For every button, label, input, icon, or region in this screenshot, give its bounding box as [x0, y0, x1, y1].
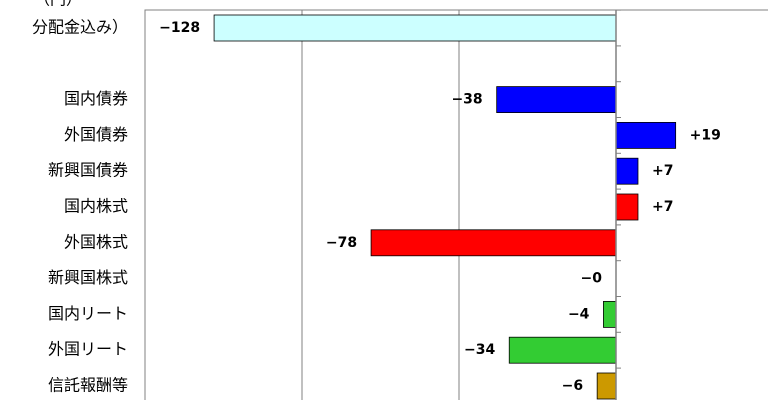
bar [603, 300, 617, 328]
category-label: 外国債券 [64, 125, 128, 144]
bar [496, 86, 617, 113]
value-label: −34 [464, 342, 495, 358]
value-label: −6 [562, 378, 583, 394]
category-label: 外国株式 [64, 232, 128, 251]
category-label: 外国リート [48, 340, 128, 359]
category-label: 国内債券 [64, 89, 128, 108]
bar [615, 193, 639, 221]
bar [596, 372, 617, 400]
value-label: +7 [652, 163, 673, 179]
value-label: −4 [568, 306, 590, 322]
bar [370, 229, 617, 257]
category-label: 国内リート [48, 304, 128, 323]
category-label: 信託報酬等 [48, 376, 128, 395]
value-label: −38 [451, 92, 482, 108]
category-label: 新興国債券 [48, 161, 128, 180]
category-label: 国内株式 [64, 197, 128, 216]
value-label: −78 [326, 235, 357, 251]
value-label: +19 [690, 127, 721, 143]
category-label: 新興国株式 [48, 268, 128, 287]
category-label: 分配金込み） [32, 18, 128, 37]
bar [615, 122, 677, 149]
bar [213, 14, 617, 42]
value-label: −128 [159, 20, 200, 36]
unit-label: （円） [34, 0, 82, 9]
bar [615, 157, 639, 185]
plot-frame [144, 9, 768, 400]
value-label: +7 [652, 199, 673, 215]
bar [508, 336, 617, 364]
value-label: −0 [581, 271, 603, 287]
